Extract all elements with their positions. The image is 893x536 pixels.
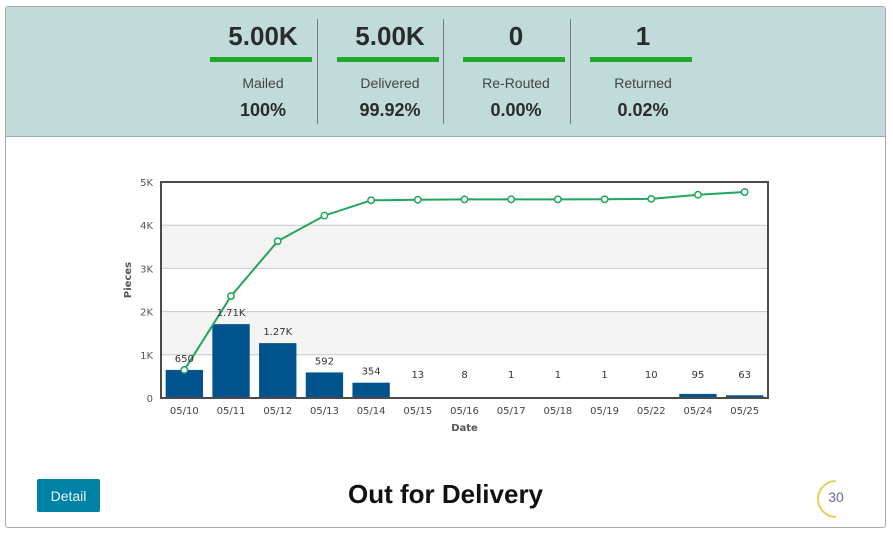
stat-percent: 0.02% [617,100,669,120]
bar-data-label: 1.71K [217,308,246,319]
y-tick-label: 5K [140,178,153,189]
y-tick-label: 4K [140,221,153,232]
bar-data-label: 1 [555,370,561,381]
x-tick-label: 05/18 [543,406,572,417]
stat-label: Mailed [242,75,284,91]
stat-underline [463,57,565,62]
x-tick-label: 05/10 [170,406,199,417]
stat-underline [210,57,312,62]
refresh-timer-ring-icon [817,480,837,518]
refresh-timer-value: 30 [828,489,844,505]
x-tick-label: 05/12 [263,406,292,417]
bar-data-label: 354 [362,367,381,378]
line-point [180,365,189,374]
bar-data-label: 592 [315,356,334,367]
stat-divider [570,19,571,124]
stat-label: Returned [614,75,672,91]
delivery-card: 5.00K Mailed 100% 5.00K Delivered 99.92%… [5,6,886,528]
bar-data-label: 63 [738,370,751,381]
stat-value: 5.00K [355,21,425,51]
x-tick-label: 05/24 [684,406,713,417]
stat-underline [590,57,692,62]
stat-percent: 100% [239,100,287,120]
stat-underline [337,57,439,62]
stat-value: 1 [635,21,651,51]
bar [259,343,297,398]
bar [679,393,717,398]
delivery-chart: 0 1K 2K 3K 4K 5K 650 1.71K 1.27K 592 354 13 8 1 1 1 10 95… [123,178,769,434]
stat-value: 0 [508,21,524,51]
line-point [320,211,329,220]
bar-data-label: 95 [692,370,705,381]
bar [725,395,764,398]
x-tick-label: 05/13 [310,406,339,417]
stat-value: 5.00K [228,21,298,51]
line-point [740,188,749,196]
y-tick-label: 1K [140,351,153,362]
stat-label: Delivered [360,75,420,91]
x-tick-label: 05/19 [590,406,619,417]
line-point [553,195,562,204]
bar-data-label: 1 [601,370,607,381]
plot-frame [160,181,769,399]
x-tick-label: 05/25 [730,406,759,417]
detail-button[interactable]: Detail [37,479,100,512]
y-tick-label: 0 [147,394,153,405]
x-tick-label: 05/14 [357,406,386,417]
bar-data-label: 13 [411,370,424,381]
line-point [694,190,702,199]
bar [165,369,204,398]
line-point [647,194,656,203]
x-tick-label: 05/17 [497,406,526,417]
line-point [273,237,282,246]
y-tick-label: 2K [140,308,153,319]
stat-rerouted: 0 Re-Routed 0.00% [453,7,579,136]
x-tick-label: 05/22 [637,406,666,417]
summary-panel: 5.00K Mailed 100% 5.00K Delivered 99.92%… [6,7,885,137]
x-tick-label: 05/16 [450,406,479,417]
y-tick-label: 3K [140,264,153,275]
bar [212,324,250,398]
stat-mailed: 5.00K Mailed 100% [200,7,326,136]
stat-percent: 0.00% [490,100,542,120]
stat-returned: 1 Returned 0.02% [580,7,706,136]
x-axis-label: Date [451,423,478,434]
line-point [460,195,469,204]
bar-data-label: 8 [461,370,467,381]
line-point [413,195,422,204]
line-point [367,196,376,205]
x-tick-label: 05/15 [403,406,432,417]
x-tick-label: 05/11 [217,406,246,417]
bar-data-label: 1 [508,370,514,381]
line-point [507,195,516,204]
bar-data-label: 10 [645,370,658,381]
bar-data-label: 650 [175,354,194,365]
stat-label: Re-Routed [482,75,550,91]
stat-delivered: 5.00K Delivered 99.92% [327,7,453,136]
y-axis-label: Pieces [123,262,134,298]
card-title: Out for Delivery [347,479,544,509]
bar-data-label: 1.27K [263,327,292,338]
grid-band [161,311,768,355]
stat-divider [443,19,444,124]
bar [352,382,390,398]
stat-percent: 99.92% [359,100,421,120]
grid-band [161,225,768,269]
line-point [227,292,235,300]
bar [305,372,344,398]
line-point [600,195,609,204]
stat-divider [317,19,318,124]
